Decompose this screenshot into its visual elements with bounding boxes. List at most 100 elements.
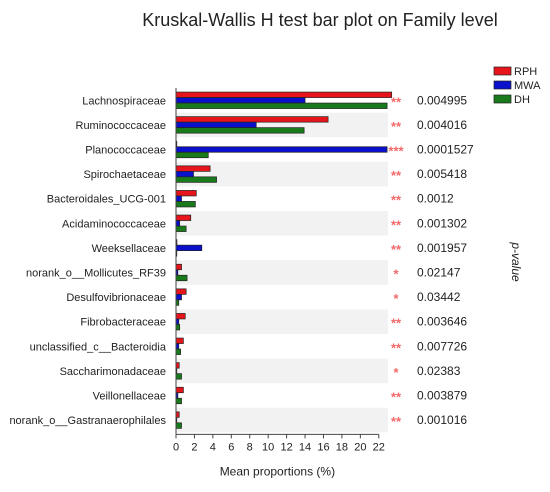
category-label: Ruminococcaceae bbox=[76, 120, 167, 132]
legend-label: DH bbox=[514, 94, 530, 106]
significance-marker: * bbox=[393, 291, 399, 306]
bar-rph bbox=[175, 91, 393, 98]
category-label: norank_o__Gastranaerophilales bbox=[9, 415, 166, 427]
x-tick-label: 2 bbox=[191, 441, 197, 453]
bar-rph bbox=[175, 386, 184, 394]
bar-rph bbox=[175, 313, 186, 320]
p-value-label: 0.004016 bbox=[417, 118, 467, 132]
p-value-label: 0.02147 bbox=[417, 266, 461, 280]
x-tick-label: 20 bbox=[354, 441, 366, 453]
bar-rph bbox=[175, 288, 187, 295]
legend-label: RPH bbox=[514, 66, 537, 78]
bar-dh bbox=[175, 422, 182, 429]
bar-mwa bbox=[175, 146, 388, 153]
p-value-label: 0.001957 bbox=[417, 241, 467, 255]
x-tick-label: 10 bbox=[262, 441, 274, 453]
bar-mwa bbox=[175, 97, 306, 104]
row-stripe bbox=[176, 161, 388, 187]
bar-dh bbox=[175, 225, 187, 232]
bar-dh bbox=[175, 176, 217, 183]
category-label: Fibrobacteraceae bbox=[80, 317, 166, 329]
category-label: Weeksellaceae bbox=[92, 243, 166, 255]
right-axis-label: p-value bbox=[509, 241, 523, 282]
bar-mwa bbox=[175, 294, 182, 301]
bar-dh bbox=[175, 151, 209, 159]
p-value-label: 0.001302 bbox=[417, 216, 467, 230]
bar-mwa bbox=[175, 220, 181, 227]
row-stripe bbox=[176, 211, 388, 236]
p-value-label: 0.005418 bbox=[417, 167, 467, 181]
p-value-label: 0.03442 bbox=[417, 290, 461, 304]
p-value-label: 0.02383 bbox=[417, 364, 461, 378]
significance-marker: ** bbox=[391, 94, 402, 109]
significance-marker: ** bbox=[391, 390, 402, 405]
p-value-label: 0.007726 bbox=[417, 339, 467, 353]
row-stripe bbox=[176, 358, 388, 384]
bar-rph bbox=[175, 190, 197, 197]
p-value-label: 0.001016 bbox=[417, 413, 467, 427]
p-value-label: 0.003879 bbox=[417, 389, 467, 403]
significance-marker: ** bbox=[391, 316, 402, 331]
p-value-label: 0.003646 bbox=[417, 315, 467, 329]
legend-label: MWA bbox=[514, 80, 541, 92]
category-label: Veillonellaceae bbox=[93, 391, 166, 403]
x-tick-label: 0 bbox=[173, 441, 179, 453]
significance-marker: *** bbox=[388, 144, 404, 159]
x-tick-label: 14 bbox=[299, 441, 311, 453]
significance-marker: ** bbox=[391, 340, 402, 355]
bar-rph bbox=[175, 116, 329, 123]
bar-mwa bbox=[175, 121, 257, 129]
category-label: Spirochaetaceae bbox=[83, 169, 166, 181]
bar-rph bbox=[175, 165, 211, 172]
bar-mwa bbox=[175, 195, 182, 202]
chart-title: Kruskal-Wallis H test bar plot on Family… bbox=[142, 10, 497, 30]
category-label: unclassified_c__Bacteroidia bbox=[30, 341, 167, 353]
category-label: Desulfovibrionaceae bbox=[66, 292, 166, 304]
significance-marker: ** bbox=[391, 168, 402, 183]
category-label: Lachnospiraceae bbox=[82, 95, 166, 107]
x-axis-label: Mean proportions (%) bbox=[220, 464, 335, 478]
bar-dh bbox=[175, 324, 181, 331]
bar-rph bbox=[175, 337, 184, 344]
x-tick-label: 12 bbox=[280, 441, 292, 453]
category-label: Planococcaceae bbox=[85, 145, 166, 157]
legend-swatch-mwa bbox=[493, 80, 512, 90]
row-stripe bbox=[176, 407, 388, 433]
bar-rph bbox=[175, 214, 192, 221]
category-label: Acidaminococcaceae bbox=[62, 218, 166, 230]
bar-dh bbox=[175, 373, 182, 380]
x-tick-label: 16 bbox=[317, 441, 329, 453]
bar-dh bbox=[175, 397, 182, 405]
bar-dh bbox=[175, 102, 388, 109]
x-tick-label: 8 bbox=[247, 441, 253, 453]
row-stripe bbox=[176, 309, 388, 334]
bar-rph bbox=[175, 263, 182, 271]
significance-marker: ** bbox=[391, 119, 402, 134]
x-tick-label: 6 bbox=[228, 441, 234, 453]
category-label: Saccharimonadaceae bbox=[60, 366, 166, 378]
significance-marker: ** bbox=[391, 414, 402, 429]
x-tick-label: 4 bbox=[210, 441, 216, 453]
category-label: Bacteroidales_UCG-001 bbox=[47, 194, 166, 206]
bar-mwa bbox=[175, 171, 194, 178]
x-tick-label: 18 bbox=[336, 441, 348, 453]
significance-marker: ** bbox=[391, 193, 402, 208]
row-stripe bbox=[176, 260, 388, 285]
bar-dh bbox=[175, 348, 181, 355]
significance-marker: ** bbox=[391, 242, 402, 257]
p-value-label: 0.0012 bbox=[417, 192, 454, 206]
p-value-label: 0.004995 bbox=[417, 93, 467, 107]
p-value-label: 0.0001527 bbox=[417, 143, 474, 157]
bar-mwa bbox=[175, 244, 203, 251]
significance-marker: * bbox=[393, 267, 399, 282]
legend-swatch-rph bbox=[493, 66, 512, 76]
significance-marker: ** bbox=[391, 217, 402, 232]
bar-dh bbox=[175, 274, 188, 282]
bar-dh bbox=[175, 201, 196, 208]
x-tick-label: 22 bbox=[373, 441, 385, 453]
category-label: norank_o__Mollicutes_RF39 bbox=[26, 268, 166, 280]
significance-marker: * bbox=[393, 365, 399, 380]
legend-swatch-dh bbox=[493, 94, 512, 104]
